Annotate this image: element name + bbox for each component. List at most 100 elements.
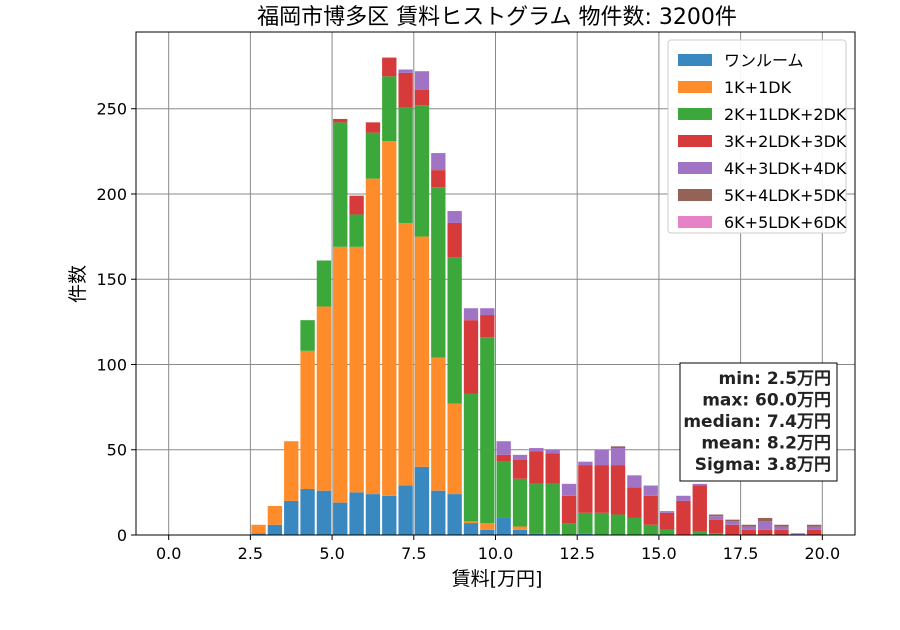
bar-segment bbox=[610, 465, 626, 515]
y-tick-label: 200 bbox=[96, 185, 127, 204]
bar-segment bbox=[578, 461, 593, 466]
bar-segment bbox=[414, 71, 430, 90]
y-axis-ticks: 0 50 100 150 200 250 bbox=[96, 100, 136, 545]
bar-segment bbox=[512, 526, 528, 530]
bar-segment bbox=[300, 350, 315, 489]
bar-segment bbox=[774, 524, 789, 527]
bar-segment bbox=[447, 494, 462, 535]
bar-segment bbox=[398, 72, 413, 108]
x-axis-label: 賃料[万円] bbox=[452, 568, 543, 590]
y-tick-label: 100 bbox=[96, 355, 127, 374]
bar-segment bbox=[365, 178, 381, 495]
bar-segment bbox=[774, 529, 789, 535]
bar-segment bbox=[414, 105, 430, 237]
legend-label: 4K+3LDK+4DK bbox=[724, 159, 847, 178]
bar-segment bbox=[659, 512, 675, 530]
bar-segment bbox=[349, 195, 364, 215]
legend-box bbox=[667, 39, 847, 234]
bar-segment bbox=[398, 69, 413, 73]
bar-segment bbox=[610, 448, 626, 466]
bar-segment bbox=[578, 512, 593, 534]
bar-segment bbox=[480, 337, 495, 524]
bar-segment bbox=[496, 441, 511, 455]
bar-segment bbox=[594, 465, 609, 513]
bar-segment bbox=[382, 495, 397, 535]
bar-segment bbox=[512, 529, 528, 535]
bar-segment bbox=[349, 246, 364, 493]
bar-segment bbox=[643, 495, 658, 525]
legend: ワンルーム 1K+1DK 2K+1LDK+2DK 3K+2LDK+3DK 4K+3LDK… bbox=[667, 39, 847, 234]
bar-segment bbox=[790, 533, 805, 535]
bar-segment bbox=[300, 320, 315, 351]
stats-line: mean: 8.2万円 bbox=[701, 434, 831, 454]
bar-segment bbox=[447, 211, 462, 223]
bar-segment bbox=[692, 485, 707, 532]
bar-segment bbox=[382, 57, 397, 77]
bar-segment bbox=[512, 454, 528, 460]
bar-segment bbox=[414, 466, 430, 535]
x-tick-label: 20.0 bbox=[805, 544, 841, 563]
bar-segment bbox=[757, 521, 773, 530]
bar-segment bbox=[529, 448, 544, 452]
bar-segment bbox=[431, 490, 446, 535]
bar-segment bbox=[333, 118, 348, 123]
bar-segment bbox=[806, 526, 822, 530]
bar-segment bbox=[774, 526, 789, 530]
stats-frame bbox=[679, 362, 838, 482]
bar-segment bbox=[741, 524, 756, 527]
x-tick-label: 2.5 bbox=[238, 544, 263, 563]
x-tick-label: 0.0 bbox=[156, 544, 181, 563]
bar-segment bbox=[349, 214, 364, 247]
y-tick-label: 150 bbox=[96, 270, 127, 289]
bar-segment bbox=[480, 308, 495, 316]
x-tick-label: 5.0 bbox=[319, 544, 344, 563]
legend-swatch bbox=[678, 189, 712, 201]
bar-segment bbox=[496, 461, 511, 518]
bar-segment bbox=[398, 222, 413, 486]
x-tick-label: 12.5 bbox=[559, 544, 595, 563]
y-tick-label: 50 bbox=[107, 441, 127, 460]
bar-segment bbox=[496, 454, 511, 462]
stats-line: median: 7.4万円 bbox=[683, 412, 831, 432]
legend-label: 3K+2LDK+3DK bbox=[724, 132, 847, 151]
bar-segment bbox=[480, 523, 495, 530]
bar-segment bbox=[692, 483, 707, 486]
legend-swatch bbox=[678, 135, 712, 147]
legend-label: 1K+1DK bbox=[724, 78, 792, 97]
bar-segment bbox=[398, 107, 413, 223]
legend-swatch bbox=[678, 216, 712, 228]
stats-line: Sigma: 3.8万円 bbox=[695, 455, 831, 475]
bar-segment bbox=[382, 76, 397, 142]
bar-segment bbox=[447, 257, 462, 404]
bar-segment bbox=[365, 122, 381, 133]
bar-segment bbox=[349, 492, 364, 535]
bar-segment bbox=[529, 451, 544, 484]
bar-segment bbox=[627, 475, 642, 488]
bar-segment bbox=[480, 315, 495, 338]
bar-segment bbox=[267, 506, 283, 525]
bar-segment bbox=[512, 478, 528, 527]
bar-segment bbox=[545, 453, 560, 484]
bar-segment bbox=[267, 524, 283, 535]
bar-segment bbox=[251, 533, 266, 535]
bar-segment bbox=[757, 529, 773, 535]
bar-segment bbox=[431, 153, 446, 171]
bar-segment bbox=[725, 524, 740, 535]
legend-label: ワンルーム bbox=[724, 51, 804, 70]
bar-segment bbox=[578, 465, 593, 513]
x-axis-ticks: 0.0 2.5 5.0 7.5 10.0 12.5 15.0 17.5 20.0 bbox=[156, 535, 840, 563]
bar-segment bbox=[692, 531, 707, 535]
bar-segment bbox=[463, 523, 479, 535]
legend-swatch bbox=[678, 54, 712, 66]
bar-segment bbox=[545, 449, 560, 454]
bar-segment bbox=[251, 524, 266, 534]
bar-segment bbox=[578, 533, 593, 535]
bar-segment bbox=[316, 306, 332, 491]
bar-segment bbox=[708, 514, 724, 517]
legend-swatch bbox=[678, 81, 712, 93]
bar-segment bbox=[463, 521, 479, 524]
x-tick-label: 15.0 bbox=[641, 544, 677, 563]
bar-segment bbox=[725, 519, 740, 522]
